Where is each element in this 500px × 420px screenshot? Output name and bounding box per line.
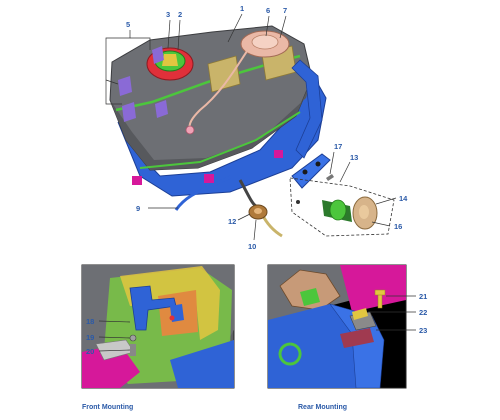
callout-20: 20 bbox=[86, 347, 94, 356]
filler-neck-green bbox=[329, 199, 347, 221]
callout-6: 6 bbox=[266, 6, 270, 15]
mount-clip bbox=[274, 150, 283, 158]
rear-bolt-21 bbox=[377, 293, 383, 309]
rear-magenta-panel bbox=[340, 265, 406, 312]
filler-dash-outline bbox=[289, 177, 395, 237]
rear-green-ring bbox=[278, 342, 302, 366]
breather-valve bbox=[185, 125, 195, 135]
filler-flap-center bbox=[359, 205, 369, 219]
callout-5: 5 bbox=[126, 20, 130, 29]
callout-18: 18 bbox=[86, 317, 94, 326]
rear-bolt-21-head bbox=[374, 289, 386, 296]
callout-17: 17 bbox=[334, 142, 342, 151]
mount-clip bbox=[204, 174, 214, 183]
fastener bbox=[296, 200, 300, 204]
callout-2: 2 bbox=[178, 10, 182, 19]
front-bracket bbox=[118, 76, 132, 96]
front-yellow-rail bbox=[120, 266, 220, 340]
vent-hose-lower bbox=[260, 213, 283, 238]
callout-7: 7 bbox=[283, 6, 287, 15]
front-magenta-base bbox=[82, 344, 140, 388]
green-strap-lower bbox=[139, 111, 301, 169]
front-mounting-inset: 18 19 20 Front Mounting bbox=[81, 264, 235, 411]
front-leader-lines bbox=[98, 320, 131, 352]
rear-mounting-caption: Rear Mounting bbox=[298, 404, 347, 411]
grommet-12-inner bbox=[254, 208, 262, 214]
screw-17 bbox=[326, 174, 334, 181]
callout-23: 23 bbox=[419, 326, 427, 335]
main-leader-lines bbox=[105, 13, 397, 241]
front-bolt-20 bbox=[130, 344, 136, 356]
rear-blue-frame bbox=[268, 304, 360, 388]
front-bolt-19 bbox=[129, 334, 137, 342]
fuel-line bbox=[174, 174, 233, 211]
bracket-hole bbox=[302, 169, 308, 175]
front-bracket bbox=[122, 102, 136, 122]
front-bracket bbox=[152, 46, 164, 64]
bracket-hole bbox=[315, 161, 321, 167]
callout-16: 16 bbox=[394, 222, 402, 231]
strap-pad bbox=[207, 55, 241, 93]
main-callouts: 5 3 2 1 6 7 9 12 10 13 14 16 17 bbox=[126, 4, 408, 251]
front-fastener bbox=[169, 315, 175, 321]
callout-3: 3 bbox=[166, 10, 170, 19]
rear-leader-lines bbox=[368, 295, 416, 331]
callout-12: 12 bbox=[228, 217, 236, 226]
callout-21: 21 bbox=[419, 292, 427, 301]
callout-1: 1 bbox=[240, 4, 244, 13]
rear-striped-pad bbox=[340, 328, 374, 348]
callout-19: 19 bbox=[86, 333, 94, 342]
pump-connector bbox=[162, 54, 178, 66]
filler-pipe bbox=[291, 59, 323, 159]
sender-cap bbox=[251, 34, 279, 50]
rear-yellow-clip-22 bbox=[352, 308, 368, 320]
callout-22: 22 bbox=[419, 308, 427, 317]
sender-line bbox=[188, 43, 253, 131]
front-mounting-caption: Front Mounting bbox=[82, 404, 133, 411]
front-blue-frame bbox=[170, 340, 234, 388]
callout-13: 13 bbox=[350, 153, 358, 162]
callout-9: 9 bbox=[136, 204, 140, 213]
rear-mounting-inset: 21 22 23 Rear Mounting bbox=[267, 264, 427, 411]
rear-green-pad bbox=[300, 288, 320, 306]
callout-14: 14 bbox=[399, 194, 408, 203]
mount-clip bbox=[132, 176, 142, 185]
main-tank-assembly bbox=[109, 25, 395, 238]
callout-10: 10 bbox=[248, 242, 256, 251]
front-bracket bbox=[155, 100, 168, 118]
